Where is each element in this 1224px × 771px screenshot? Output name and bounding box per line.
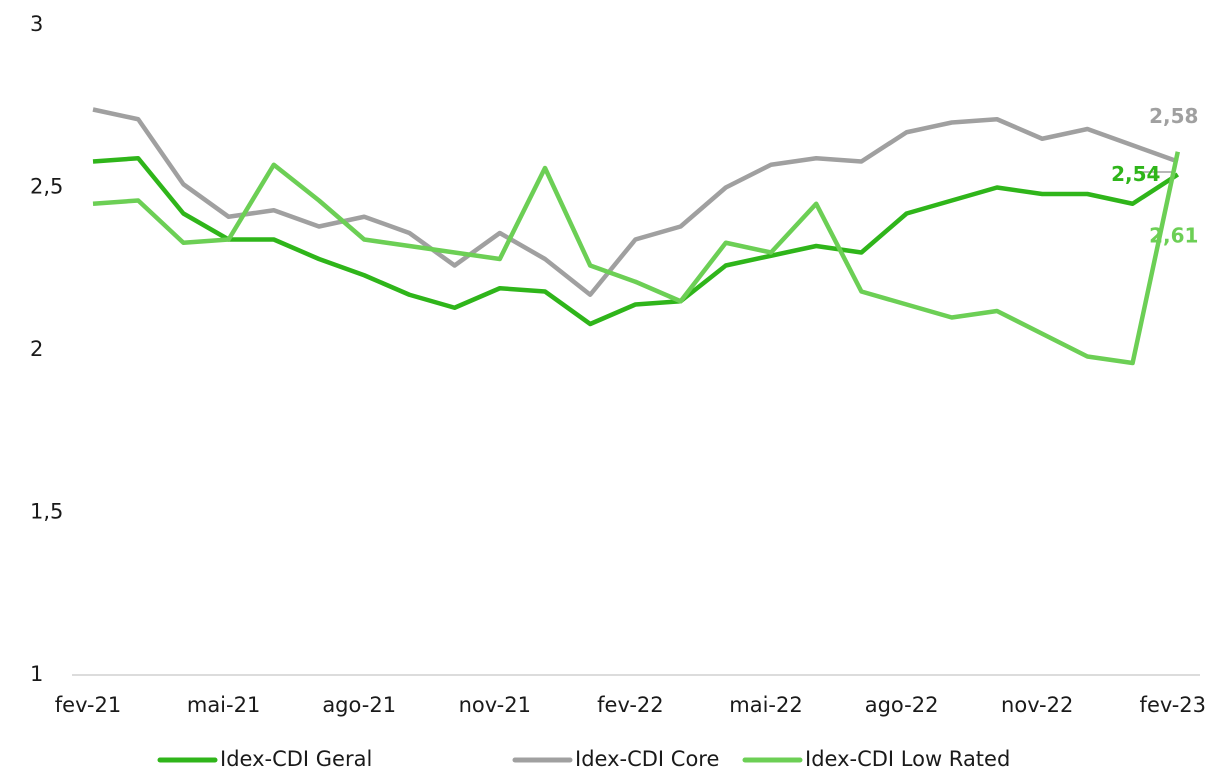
y-tick-label: 3 [30,12,43,36]
x-tick-label: mai-22 [729,693,802,717]
legend-label: Idex-CDI Geral [220,747,372,771]
series-line [92,151,1181,366]
x-tick-label: fev-23 [1140,693,1206,717]
y-tick-label: 1,5 [30,500,63,524]
data-label: 2,58 [1149,104,1198,128]
x-tick-label: ago-22 [865,693,939,717]
series-line [92,107,1179,297]
x-tick-label: fev-22 [597,693,663,717]
x-tick-label: nov-22 [1001,693,1073,717]
x-tick-label: fev-21 [55,693,121,717]
data-label: 2,54 [1111,162,1160,186]
y-tick-label: 1 [30,662,43,686]
x-tick-label: nov-21 [459,693,531,717]
series-line [92,156,1180,327]
x-tick-label: ago-21 [322,693,396,717]
y-tick-label: 2,5 [30,175,63,199]
y-tick-label: 2 [30,337,43,361]
legend-label: Idex-CDI Low Rated [805,747,1010,771]
legend-label: Idex-CDI Core [575,747,719,771]
x-tick-label: mai-21 [187,693,260,717]
data-label: 2,61 [1149,223,1198,247]
